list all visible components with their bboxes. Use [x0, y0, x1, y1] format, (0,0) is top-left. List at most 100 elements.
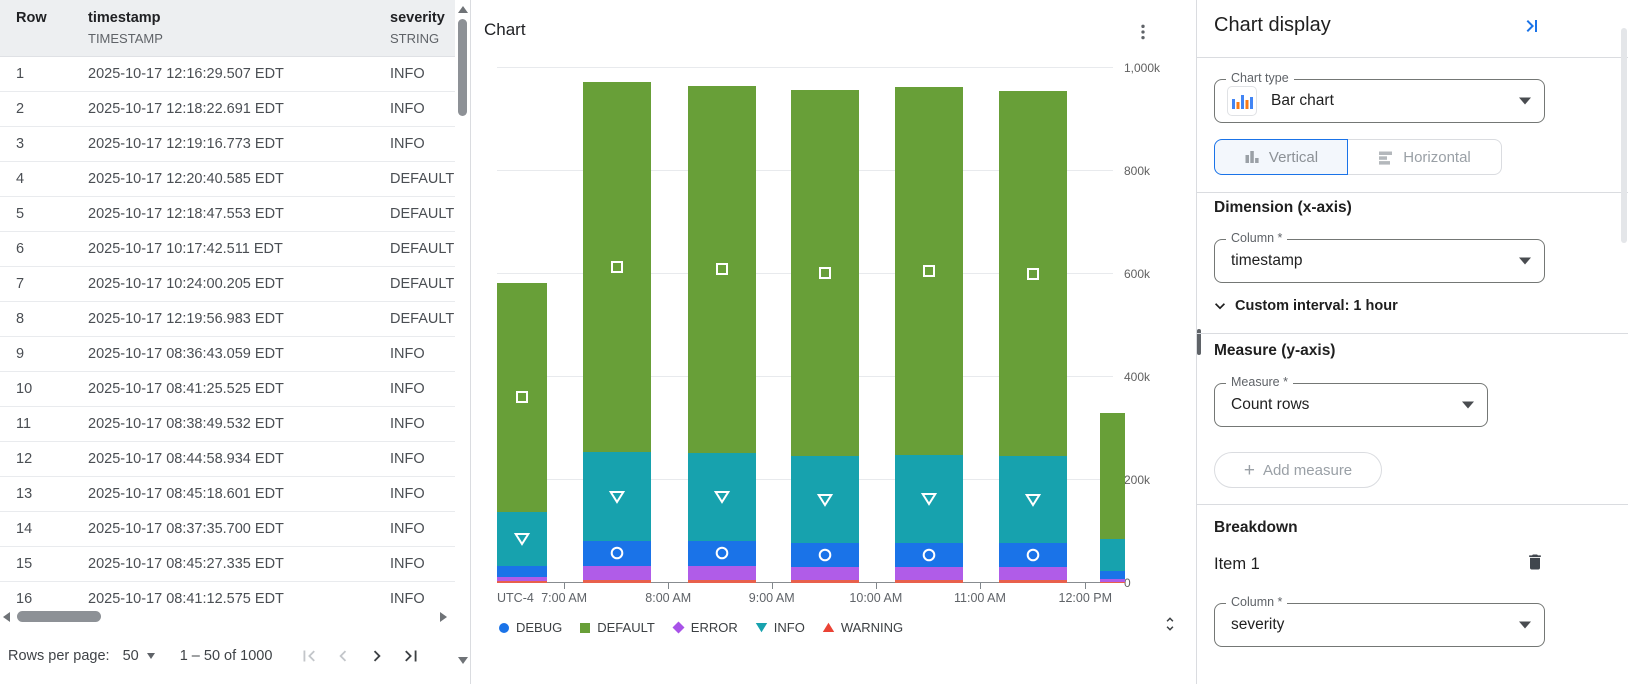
expand-collapse-chart-button[interactable]: [1161, 615, 1179, 638]
rows-per-page-select[interactable]: 50: [123, 648, 155, 664]
bar-segment-debug[interactable]: [497, 566, 547, 578]
bar-segment-error[interactable]: [1100, 578, 1126, 582]
severity-cell: INFO: [390, 521, 425, 537]
bar-segment-default[interactable]: [1100, 413, 1126, 540]
vertical-scrollbar-thumb[interactable]: [458, 19, 467, 116]
bar-segment-warning[interactable]: [497, 581, 547, 583]
bar-segment-default[interactable]: [999, 90, 1067, 457]
next-page-button[interactable]: [365, 644, 389, 668]
timestamp-cell: 2025-10-17 10:24:00.205 EDT: [88, 276, 284, 292]
bar-segment-info[interactable]: [687, 453, 756, 541]
scroll-left-arrow-icon[interactable]: [3, 612, 10, 622]
bar-segment-error[interactable]: [790, 566, 859, 580]
bar-segment-debug[interactable]: [583, 540, 651, 566]
results-table-panel: Row timestamp TIMESTAMP severity STRING …: [0, 0, 455, 684]
severity-cell: INFO: [390, 381, 425, 397]
horizontal-toggle-button[interactable]: Horizontal: [1348, 139, 1502, 175]
previous-page-button[interactable]: [331, 644, 355, 668]
bar-segment-error[interactable]: [583, 565, 651, 580]
bar-segment-warning[interactable]: [583, 579, 651, 583]
chart-display-panel: Chart display Chart type Bar chart: [1197, 0, 1628, 684]
bar-segment-info[interactable]: [497, 511, 547, 567]
timestamp-cell: 2025-10-17 12:19:56.983 EDT: [88, 311, 284, 327]
bar-segment-warning[interactable]: [790, 579, 859, 583]
scroll-up-arrow-icon[interactable]: [458, 6, 468, 13]
horizontal-scrollbar-thumb[interactable]: [17, 611, 101, 622]
legend-circle-icon: [499, 622, 509, 633]
bar-segment-info[interactable]: [999, 456, 1067, 543]
bar-segment-info[interactable]: [894, 455, 963, 543]
first-page-button[interactable]: [297, 644, 321, 668]
bar-segment-info[interactable]: [1100, 539, 1126, 572]
bar-segment-debug[interactable]: [1100, 571, 1126, 579]
table-vertical-scrollbar[interactable]: [455, 0, 470, 684]
bar-segment-error[interactable]: [497, 577, 547, 582]
three-dot-menu-icon: [1141, 24, 1145, 40]
bar-segment-default[interactable]: [894, 86, 963, 456]
bar-segment-debug[interactable]: [790, 542, 859, 567]
severity-cell: INFO: [390, 591, 425, 607]
bar-segment-error[interactable]: [894, 566, 963, 580]
panel-scrollbar-thumb[interactable]: [1621, 28, 1627, 243]
bar-segment-default[interactable]: [583, 82, 651, 453]
divider: [1197, 57, 1628, 58]
row-number: 11: [16, 416, 32, 432]
last-page-button[interactable]: [399, 644, 423, 668]
row-number: 7: [16, 276, 25, 292]
table-horizontal-scrollbar[interactable]: [0, 607, 455, 627]
scroll-down-arrow-icon[interactable]: [458, 657, 468, 664]
x-axis-label: 10:00 AM: [849, 591, 903, 605]
bar-segment-warning[interactable]: [999, 579, 1067, 583]
timestamp-cell: 2025-10-17 08:38:49.532 EDT: [88, 416, 284, 432]
timezone-label: UTC-4: [497, 591, 534, 605]
column-name: severity: [390, 10, 445, 26]
scroll-right-arrow-icon[interactable]: [440, 612, 447, 622]
x-axis-tick: [979, 583, 981, 589]
x-axis-label: 11:00 AM: [953, 591, 1006, 605]
chart-menu-button[interactable]: [1129, 18, 1157, 46]
bar: [687, 85, 756, 583]
timestamp-cell: 2025-10-17 08:36:43.059 EDT: [88, 346, 284, 362]
collapse-panel-button[interactable]: [1517, 14, 1543, 40]
chart-type-select[interactable]: Chart type Bar chart: [1214, 71, 1545, 123]
severity-cell: INFO: [390, 346, 425, 362]
bar-segment-debug[interactable]: [687, 540, 756, 566]
breakdown-column-select[interactable]: Column * severity: [1214, 595, 1545, 647]
bar-segment-warning[interactable]: [687, 579, 756, 583]
dropdown-caret-icon: [146, 652, 155, 659]
bar-segment-debug[interactable]: [999, 542, 1067, 567]
bar-segment-warning[interactable]: [1100, 581, 1126, 583]
divider: [1197, 192, 1628, 193]
bar-segment-info[interactable]: [583, 452, 651, 541]
custom-interval-expander[interactable]: Custom interval: 1 hour: [1210, 296, 1398, 316]
x-axis-tick: [875, 583, 877, 589]
marker-triangle-down-icon: [1024, 493, 1042, 507]
bar-segment-debug[interactable]: [894, 542, 963, 567]
severity-cell: DEFAULT: [390, 206, 455, 222]
timestamp-cell: 2025-10-17 08:41:25.525 EDT: [88, 381, 284, 397]
bar-segment-warning[interactable]: [894, 579, 963, 583]
legend-triangle-down-icon: [755, 623, 767, 633]
add-measure-button[interactable]: + Add measure: [1214, 452, 1382, 488]
divider: [1197, 333, 1628, 334]
y-axis-label: 1,000k: [1124, 61, 1161, 75]
y-axis-label: 400k: [1124, 370, 1151, 384]
bar-segment-error[interactable]: [687, 565, 756, 580]
bar-segment-default[interactable]: [790, 89, 859, 457]
table-row: 7 2025-10-17 10:24:00.205 EDT DEFAULT: [0, 267, 455, 302]
vertical-bars-icon: [1245, 151, 1259, 163]
x-axis-tick: [668, 583, 670, 589]
measure-select[interactable]: Measure * Count rows: [1214, 375, 1488, 427]
delete-breakdown-button[interactable]: [1525, 552, 1545, 577]
column-header-row: Row: [16, 9, 88, 56]
dimension-column-select[interactable]: Column * timestamp: [1214, 231, 1545, 283]
row-number: 6: [16, 241, 25, 257]
bar-segment-info[interactable]: [790, 456, 859, 543]
panel-drag-handle[interactable]: [1197, 329, 1201, 355]
y-axis-label: 800k: [1124, 164, 1151, 178]
bar-segment-error[interactable]: [999, 566, 1067, 580]
table-row: 3 2025-10-17 12:19:16.773 EDT INFO: [0, 127, 455, 162]
vertical-toggle-button[interactable]: Vertical: [1214, 139, 1348, 175]
bar-segment-default[interactable]: [687, 85, 756, 454]
bar-segment-default[interactable]: [497, 282, 547, 512]
